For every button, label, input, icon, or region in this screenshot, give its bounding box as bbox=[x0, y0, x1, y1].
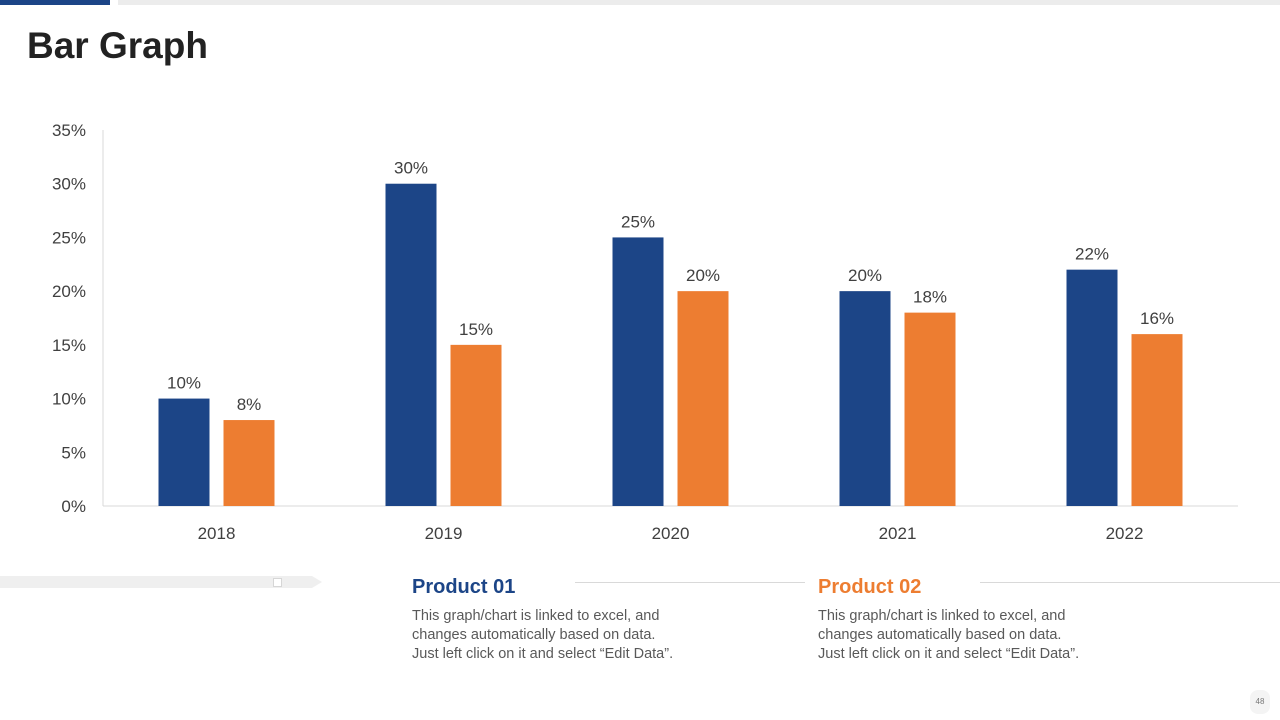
bar-product-01 bbox=[385, 183, 437, 506]
product-01-desc-line: This graph/chart is linked to excel, and bbox=[412, 608, 660, 624]
y-tick-label: 0% bbox=[61, 497, 86, 516]
bar-product-02 bbox=[223, 420, 275, 506]
product-01-description: This graph/chart is linked to excel, and… bbox=[412, 607, 712, 664]
bar-product-02 bbox=[904, 312, 956, 506]
data-label: 22% bbox=[1075, 245, 1109, 264]
legend-strip-marker bbox=[273, 578, 282, 587]
data-label: 8% bbox=[237, 395, 262, 414]
data-label: 25% bbox=[621, 212, 655, 231]
data-label: 30% bbox=[394, 159, 428, 178]
data-label: 15% bbox=[459, 320, 493, 339]
product-02-description: This graph/chart is linked to excel, and… bbox=[818, 607, 1118, 664]
x-tick-label: 2018 bbox=[198, 524, 236, 543]
bar-product-01 bbox=[839, 291, 891, 506]
data-label: 20% bbox=[686, 266, 720, 285]
bar-product-01 bbox=[1066, 269, 1118, 506]
data-label: 18% bbox=[913, 288, 947, 307]
bar-product-01 bbox=[612, 237, 664, 506]
page-title: Bar Graph bbox=[27, 25, 208, 66]
bar-chart: 0% 5% 10% 15% 20% 25% 30% 35% 2018 10% 8% 2019 30% 15… bbox=[52, 121, 1238, 543]
product-01-title: Product 01 bbox=[412, 576, 516, 598]
legend-strip bbox=[0, 576, 312, 588]
y-tick-label: 20% bbox=[52, 282, 86, 301]
y-tick-label: 10% bbox=[52, 390, 86, 409]
y-tick-label: 5% bbox=[61, 443, 86, 462]
product-01-divider bbox=[575, 582, 805, 583]
x-tick-label: 2020 bbox=[652, 524, 690, 543]
data-label: 20% bbox=[848, 266, 882, 285]
y-tick-label: 30% bbox=[52, 175, 86, 194]
x-tick-label: 2021 bbox=[879, 524, 917, 543]
product-02-title: Product 02 bbox=[818, 576, 922, 598]
x-tick-label: 2022 bbox=[1106, 524, 1144, 543]
bar-product-02 bbox=[1131, 334, 1183, 506]
product-01-desc-line: Just left click on it and select “Edit D… bbox=[412, 646, 674, 662]
top-accent-bar bbox=[0, 0, 110, 5]
product-02-desc-line: Just left click on it and select “Edit D… bbox=[818, 646, 1080, 662]
page-number: 48 bbox=[1250, 690, 1270, 714]
y-tick-label: 25% bbox=[52, 228, 86, 247]
bar-product-01 bbox=[158, 398, 210, 506]
bar-product-02 bbox=[677, 291, 729, 506]
legend-strip-arrow bbox=[312, 576, 322, 588]
y-tick-label: 35% bbox=[52, 121, 86, 140]
product-02-desc-line: changes automatically based on data. bbox=[818, 627, 1062, 643]
x-tick-label: 2019 bbox=[425, 524, 463, 543]
product-02-divider bbox=[980, 582, 1280, 583]
data-label: 10% bbox=[167, 374, 201, 393]
product-02-desc-line: This graph/chart is linked to excel, and bbox=[818, 608, 1066, 624]
product-01-desc-line: changes automatically based on data. bbox=[412, 627, 656, 643]
data-label: 16% bbox=[1140, 309, 1174, 328]
bar-product-02 bbox=[450, 344, 502, 506]
top-divider-line bbox=[118, 0, 1280, 5]
y-tick-label: 15% bbox=[52, 336, 86, 355]
